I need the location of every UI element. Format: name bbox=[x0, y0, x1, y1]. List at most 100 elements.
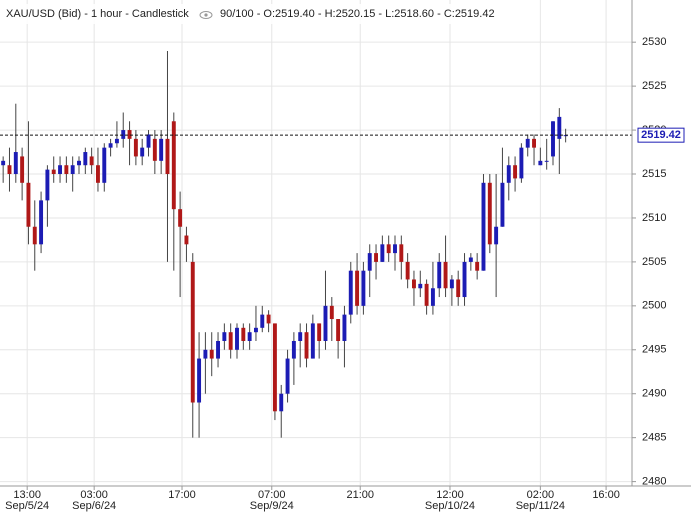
x-tick-date: Sep/9/24 bbox=[250, 500, 294, 512]
candle-body bbox=[140, 147, 145, 157]
candle-body bbox=[557, 116, 562, 139]
candle-body bbox=[430, 288, 435, 306]
candle-body bbox=[487, 182, 492, 245]
candle-body bbox=[437, 261, 442, 289]
candle-body bbox=[386, 244, 391, 254]
y-tick-label: 2505 bbox=[642, 256, 666, 268]
candle-body bbox=[475, 261, 480, 271]
candle-body bbox=[506, 165, 511, 183]
candle-body bbox=[171, 121, 176, 210]
candle-body bbox=[361, 270, 366, 306]
candle-body bbox=[374, 253, 378, 262]
candle-body bbox=[481, 182, 486, 271]
candle-body bbox=[551, 121, 555, 157]
candle-body bbox=[500, 182, 505, 227]
y-tick-label: 2525 bbox=[642, 80, 666, 92]
candle-body bbox=[222, 332, 227, 341]
candle-body bbox=[304, 332, 309, 359]
y-tick-label: 2480 bbox=[642, 476, 666, 488]
y-tick-label: 2495 bbox=[642, 344, 666, 356]
candle-body bbox=[127, 130, 132, 139]
candle-body bbox=[298, 332, 303, 341]
candle-body bbox=[228, 332, 233, 350]
x-tick-label: 12:00 bbox=[436, 489, 464, 501]
candle-body bbox=[538, 160, 543, 166]
candle-body bbox=[209, 349, 214, 359]
eye-icon bbox=[199, 11, 213, 19]
candle-body bbox=[165, 138, 170, 175]
candle-body bbox=[323, 305, 328, 341]
candle-body bbox=[418, 283, 423, 289]
candle-body bbox=[380, 244, 385, 262]
candle-body bbox=[64, 165, 69, 175]
x-tick-date: Sep/6/24 bbox=[72, 500, 116, 512]
candle-body bbox=[216, 340, 220, 359]
candle-body bbox=[519, 147, 524, 179]
candle-body bbox=[20, 156, 25, 183]
y-tick-label: 2515 bbox=[642, 168, 666, 180]
x-tick-label: 03:00 bbox=[80, 489, 108, 501]
x-tick-label: 07:00 bbox=[258, 489, 286, 501]
candle-body bbox=[342, 314, 347, 341]
candle-body bbox=[424, 283, 429, 306]
y-tick-label: 2490 bbox=[642, 388, 666, 400]
chart-status: 90/100 - O:2519.40 - H:2520.15 - L:2518.… bbox=[220, 8, 495, 20]
candle-body bbox=[532, 138, 536, 148]
candle-body bbox=[70, 165, 75, 175]
candle-body bbox=[32, 226, 37, 245]
candle-body bbox=[272, 323, 277, 412]
x-tick-date: Sep/11/24 bbox=[516, 500, 565, 512]
candle-body bbox=[178, 209, 183, 227]
candle-body bbox=[525, 138, 530, 148]
x-tick-label: 21:00 bbox=[346, 489, 374, 501]
last-price-box bbox=[637, 127, 685, 143]
candle-body bbox=[456, 279, 461, 298]
candle-body bbox=[317, 323, 322, 341]
y-tick-label: 2530 bbox=[642, 36, 666, 48]
candle-body bbox=[513, 165, 518, 179]
candle-body bbox=[26, 182, 31, 227]
candle-body bbox=[190, 261, 195, 403]
candle-body bbox=[197, 358, 202, 403]
candle-body bbox=[462, 261, 467, 298]
candle-body bbox=[39, 200, 44, 245]
candle-body bbox=[544, 160, 549, 162]
candle-body bbox=[266, 314, 271, 324]
candle-body bbox=[260, 314, 265, 328]
candle-body bbox=[285, 358, 290, 394]
candle-body bbox=[89, 156, 94, 166]
candle-body bbox=[159, 138, 164, 161]
label-layer: 2480248524902495250025052510251525202525… bbox=[5, 36, 685, 512]
candle-body bbox=[348, 270, 353, 315]
candle-body bbox=[405, 261, 410, 280]
candle-body bbox=[235, 327, 239, 350]
candle-body bbox=[254, 327, 258, 333]
candle-body bbox=[443, 261, 448, 289]
x-tick-date: Sep/10/24 bbox=[425, 500, 475, 512]
candle-body bbox=[279, 393, 284, 412]
x-tick-label: 02:00 bbox=[527, 489, 555, 501]
candle-body bbox=[449, 279, 454, 289]
y-tick-label: 2510 bbox=[642, 212, 666, 224]
candle-body bbox=[45, 169, 50, 201]
candle-body bbox=[83, 152, 88, 166]
candle-body bbox=[393, 244, 397, 254]
x-tick-label: 17:00 bbox=[168, 489, 196, 501]
candle-body bbox=[146, 134, 151, 148]
grid-layer bbox=[0, 0, 636, 490]
candle-body bbox=[51, 169, 56, 175]
candle-body bbox=[77, 160, 81, 166]
candle-body bbox=[108, 143, 113, 148]
candle-body bbox=[96, 165, 100, 183]
candle-body bbox=[58, 165, 62, 175]
candle-body bbox=[494, 226, 499, 245]
candle-body bbox=[247, 332, 252, 341]
x-tick-date: Sep/5/24 bbox=[5, 500, 49, 512]
candle-body bbox=[336, 319, 341, 341]
candle-body bbox=[468, 257, 473, 262]
last-price-label: 2519.42 bbox=[641, 129, 681, 141]
candle-body bbox=[184, 235, 189, 245]
candle-body bbox=[152, 138, 157, 161]
y-tick-label: 2500 bbox=[642, 300, 666, 312]
candle-body bbox=[102, 147, 107, 183]
